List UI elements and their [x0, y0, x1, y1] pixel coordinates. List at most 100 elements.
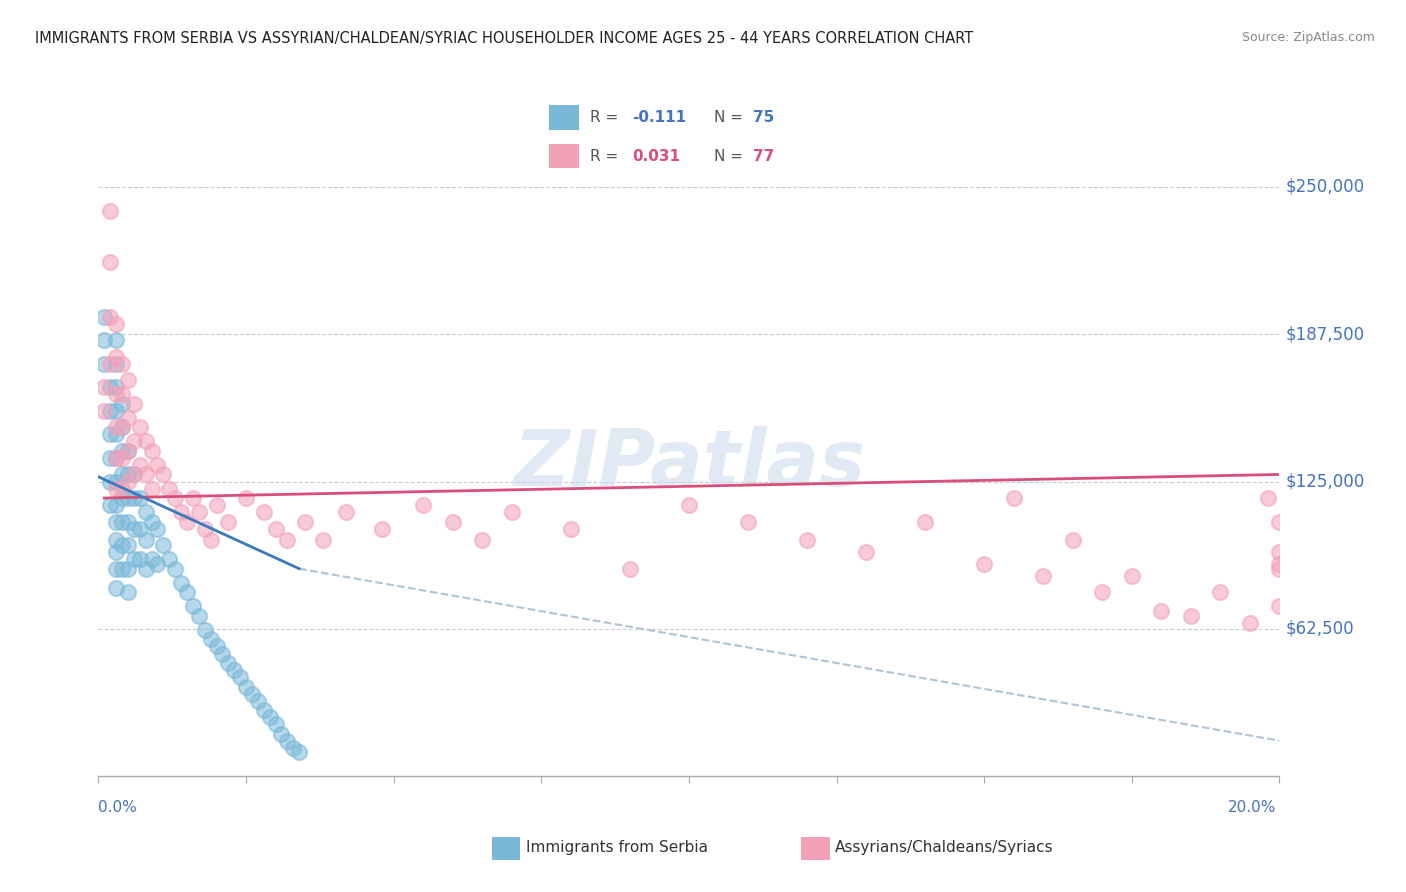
Point [117, 410, 139, 425]
Text: R =: R = [589, 148, 617, 163]
Point [98, 255, 121, 269]
Point [93, 357, 115, 371]
Point [105, 450, 128, 465]
Text: 0.0%: 0.0% [98, 800, 138, 814]
Point [122, 397, 145, 411]
Point [128, 458, 150, 472]
Point [1121, 568, 1143, 582]
Point [1268, 545, 1291, 559]
Point [135, 505, 157, 519]
Point [111, 443, 134, 458]
Point [117, 443, 139, 458]
Point [152, 538, 174, 552]
Point [200, 533, 222, 548]
Point [441, 515, 464, 529]
Point [412, 498, 434, 512]
Point [1180, 608, 1202, 623]
Point [176, 515, 198, 529]
Point [98, 450, 121, 465]
Point [135, 434, 157, 449]
Point [111, 420, 134, 434]
Point [152, 467, 174, 482]
Point [117, 562, 139, 576]
Point [105, 545, 128, 559]
Point [294, 515, 316, 529]
Text: $187,500: $187,500 [1285, 326, 1364, 343]
Point [105, 498, 128, 512]
Point [1268, 599, 1291, 614]
Point [1062, 533, 1084, 548]
Point [98, 380, 121, 394]
Point [117, 443, 139, 458]
Point [105, 450, 128, 465]
Point [276, 533, 298, 548]
Point [105, 357, 128, 371]
Point [187, 608, 209, 623]
Point [105, 350, 128, 364]
Point [93, 404, 115, 418]
Point [678, 498, 700, 512]
Text: 20.0%: 20.0% [1229, 800, 1277, 814]
Point [111, 515, 134, 529]
Point [471, 533, 494, 548]
Text: Assyrians/Chaldeans/Syriacs: Assyrians/Chaldeans/Syriacs [835, 840, 1053, 855]
Point [98, 498, 121, 512]
Point [1257, 491, 1279, 505]
Point [111, 482, 134, 496]
Point [240, 687, 263, 701]
Point [98, 310, 121, 324]
Point [105, 562, 128, 576]
Point [117, 515, 139, 529]
Bar [548, 144, 579, 169]
Point [165, 562, 187, 576]
Point [111, 397, 134, 411]
Point [146, 458, 169, 472]
Point [253, 703, 276, 717]
Point [181, 599, 204, 614]
Point [264, 717, 287, 731]
Point [117, 475, 139, 489]
Point [105, 333, 128, 347]
Point [122, 467, 145, 482]
Text: Source: ZipAtlas.com: Source: ZipAtlas.com [1241, 31, 1375, 45]
Text: IMMIGRANTS FROM SERBIA VS ASSYRIAN/CHALDEAN/SYRIAC HOUSEHOLDER INCOME AGES 25 - : IMMIGRANTS FROM SERBIA VS ASSYRIAN/CHALD… [35, 31, 973, 46]
Point [122, 434, 145, 449]
Point [105, 387, 128, 401]
Point [194, 522, 217, 536]
Point [205, 640, 228, 654]
Point [170, 575, 193, 590]
Point [1032, 568, 1054, 582]
Point [235, 680, 257, 694]
Point [246, 693, 269, 707]
Point [128, 420, 150, 434]
Point [312, 533, 335, 548]
Point [135, 467, 157, 482]
Text: 0.031: 0.031 [633, 148, 681, 163]
Point [229, 670, 252, 684]
Point [122, 467, 145, 482]
Point [117, 538, 139, 552]
Point [117, 585, 139, 599]
Point [211, 647, 233, 661]
Point [855, 545, 877, 559]
Text: Immigrants from Serbia: Immigrants from Serbia [526, 840, 707, 855]
Point [128, 491, 150, 505]
Point [141, 482, 163, 496]
Point [914, 515, 936, 529]
Text: $250,000: $250,000 [1285, 178, 1364, 196]
Point [253, 505, 276, 519]
Point [217, 656, 239, 670]
Text: $125,000: $125,000 [1285, 473, 1365, 491]
Point [288, 746, 311, 760]
Point [105, 482, 128, 496]
Point [117, 467, 139, 482]
Point [98, 404, 121, 418]
Point [111, 387, 134, 401]
Point [111, 450, 134, 465]
Point [111, 467, 134, 482]
Point [224, 663, 246, 677]
Point [111, 491, 134, 505]
Point [217, 515, 239, 529]
Point [1268, 562, 1291, 576]
Text: N =: N = [714, 148, 742, 163]
